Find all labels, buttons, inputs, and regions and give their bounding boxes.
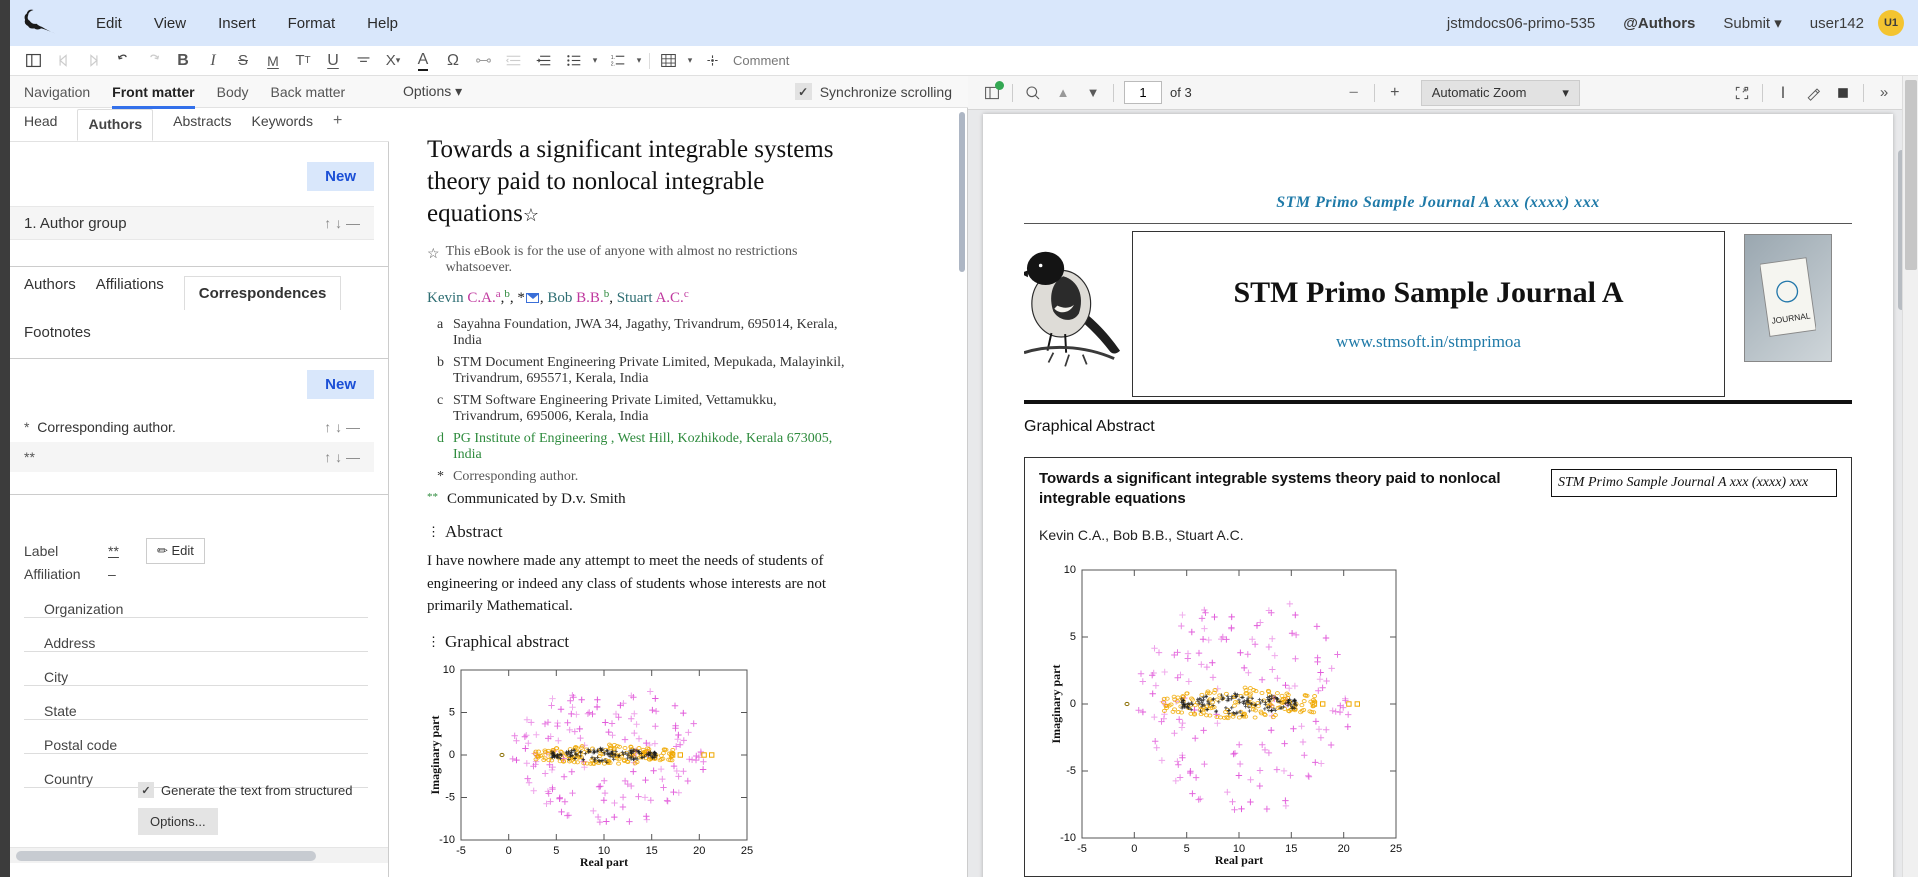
svg-text:0: 0 [1131, 843, 1137, 855]
svg-text:5: 5 [553, 845, 559, 857]
svg-text:25: 25 [741, 845, 753, 857]
svg-text:0: 0 [1070, 698, 1076, 710]
svg-text:-5: -5 [445, 791, 455, 803]
svg-text:Real part: Real part [1215, 853, 1263, 867]
svg-text:-10: -10 [439, 834, 455, 846]
svg-text:20: 20 [693, 845, 705, 857]
svg-text:10: 10 [1064, 564, 1076, 576]
svg-text:15: 15 [646, 845, 658, 857]
svg-text:Real part: Real part [580, 855, 628, 869]
svg-text:Imaginary part: Imaginary part [428, 715, 442, 794]
svg-text:Imaginary part: Imaginary part [1049, 665, 1063, 744]
svg-text:25: 25 [1390, 843, 1402, 855]
svg-text:5: 5 [1070, 631, 1076, 643]
svg-text:1.: 1. [610, 55, 614, 61]
svg-text:0: 0 [449, 749, 455, 761]
svg-text:15: 15 [1285, 843, 1297, 855]
svg-text:-10: -10 [1060, 832, 1076, 844]
svg-text:-5: -5 [1066, 765, 1076, 777]
svg-text:20: 20 [1338, 843, 1350, 855]
svg-text:-5: -5 [1077, 843, 1087, 855]
svg-text:0: 0 [506, 845, 512, 857]
svg-text:10: 10 [443, 664, 455, 676]
svg-text:2.: 2. [610, 62, 614, 68]
svg-text:-5: -5 [456, 845, 466, 857]
svg-text:5: 5 [1184, 843, 1190, 855]
svg-text:5: 5 [449, 706, 455, 718]
